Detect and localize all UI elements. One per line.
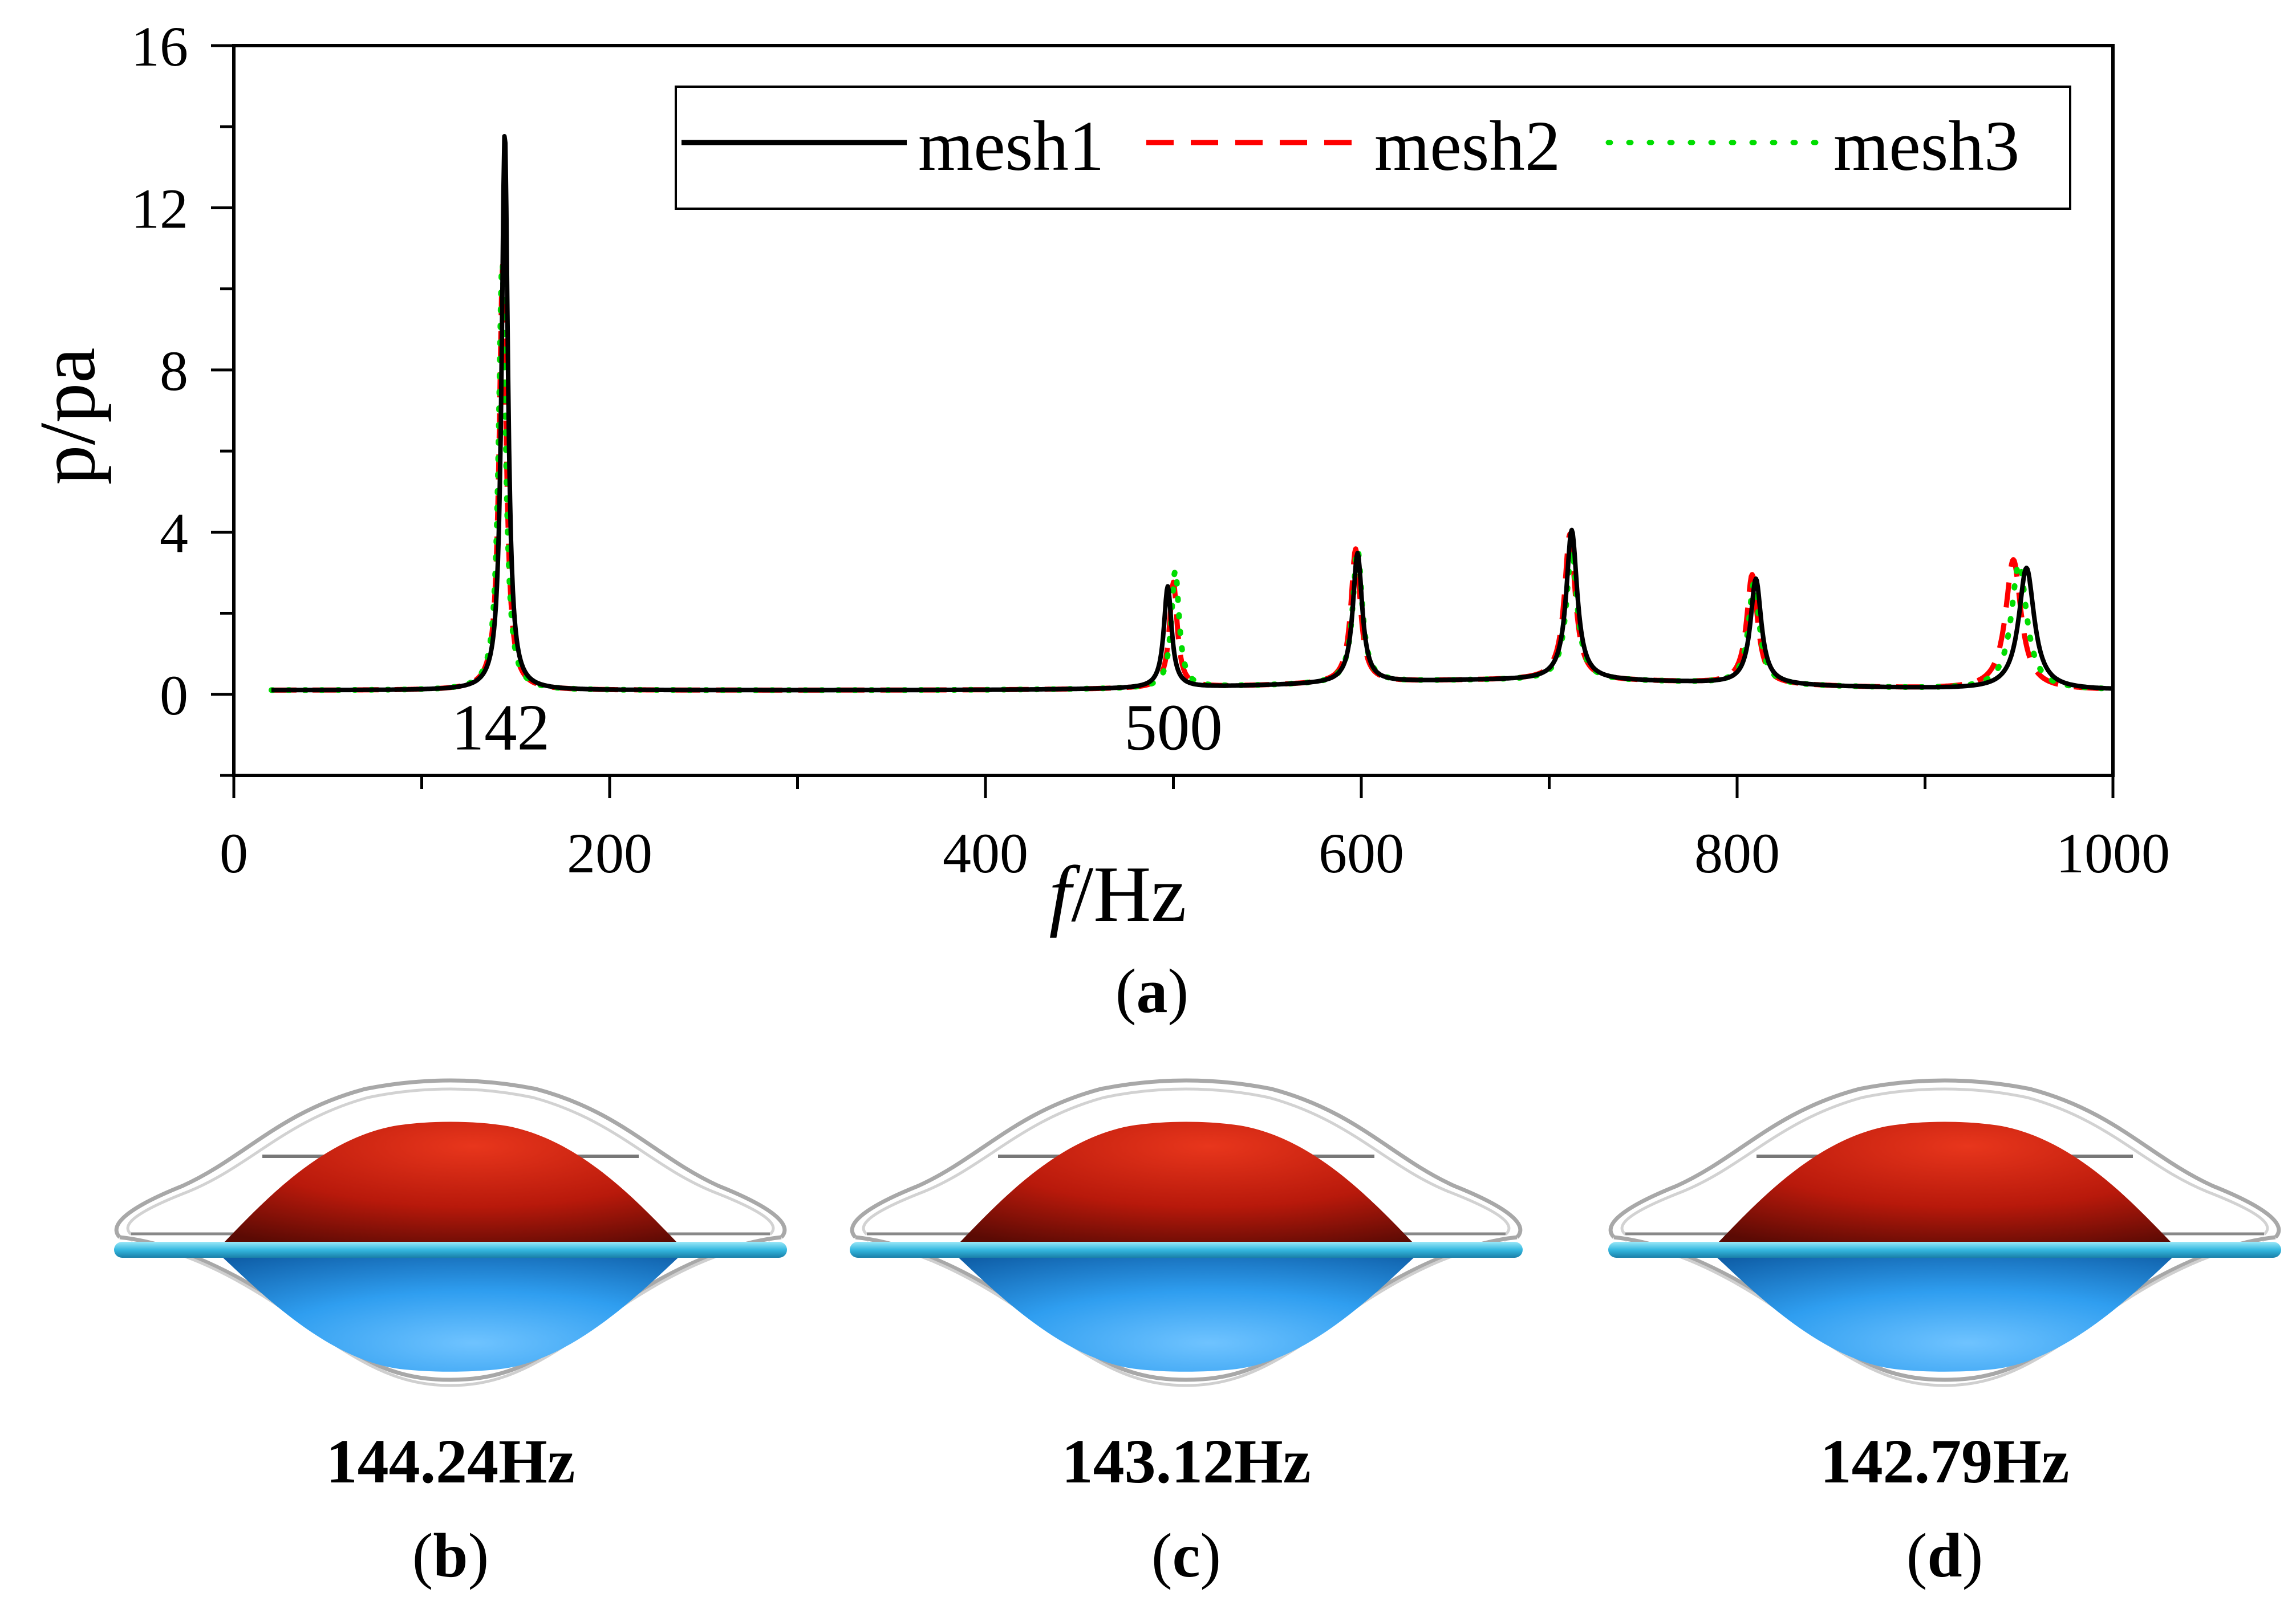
mode-shapes: 144.24Hz (b) 143.12Hz (c) bbox=[114, 1078, 2281, 1590]
caption-d: (d) bbox=[1906, 1521, 1983, 1590]
mode-shape-b: 144.24Hz (b) bbox=[114, 1078, 787, 1590]
blue-dome-c bbox=[958, 1257, 1414, 1372]
outline-upper-c bbox=[850, 1078, 1523, 1239]
outline-lower-inner-c bbox=[866, 1241, 1506, 1387]
freq-label-c: 143.12Hz bbox=[1062, 1427, 1311, 1496]
peak-annotation: 500 bbox=[1124, 692, 1223, 764]
legend-label-mesh3: mesh3 bbox=[1833, 107, 2019, 186]
x-tick-label: 400 bbox=[943, 822, 1028, 885]
caption-b-letter: b bbox=[433, 1521, 468, 1590]
series-line-mesh2 bbox=[270, 262, 2113, 693]
membrane-c bbox=[850, 1078, 1523, 1387]
outline-upper-inner-c bbox=[862, 1087, 1511, 1236]
caption-a-letter: a bbox=[1137, 956, 1168, 1026]
red-dome-d bbox=[1717, 1122, 2173, 1244]
ring-b bbox=[114, 1242, 787, 1258]
blue-dome-d bbox=[1717, 1257, 2173, 1372]
peak-annotation: 142 bbox=[452, 692, 550, 764]
y-tick-label: 8 bbox=[160, 339, 188, 403]
caption-b: (b) bbox=[412, 1521, 489, 1590]
freq-label-d: 142.79Hz bbox=[1820, 1427, 2070, 1496]
caption-d-letter: d bbox=[1927, 1521, 1962, 1590]
x-axis-title: f/Hz bbox=[1049, 850, 1186, 938]
ring-d bbox=[1608, 1242, 2281, 1258]
membrane-d bbox=[1608, 1078, 2281, 1387]
mode-shape-d: 142.79Hz (d) bbox=[1608, 1078, 2281, 1590]
blue-dome-b bbox=[222, 1257, 679, 1372]
annotations: 142 500 bbox=[452, 692, 1223, 764]
y-tick-label: 12 bbox=[131, 177, 188, 240]
x-tick-label: 1000 bbox=[2056, 822, 2170, 885]
caption-c: (c) bbox=[1151, 1521, 1221, 1590]
x-axis-title-unit: /Hz bbox=[1071, 850, 1186, 938]
x-tick-label: 0 bbox=[220, 822, 248, 885]
red-dome-c bbox=[958, 1122, 1414, 1244]
outline-upper-d bbox=[1608, 1078, 2281, 1239]
ring-c bbox=[850, 1242, 1523, 1258]
axis-ticks bbox=[211, 44, 2115, 798]
y-tick-label: 0 bbox=[160, 664, 188, 727]
y-tick-label: 16 bbox=[131, 15, 188, 78]
outline-upper-inner-d bbox=[1620, 1087, 2269, 1236]
legend: mesh1 mesh2 mesh3 bbox=[675, 86, 2071, 210]
outline-upper-b bbox=[114, 1078, 787, 1239]
legend-box bbox=[675, 86, 2071, 210]
series-line-mesh1 bbox=[270, 134, 2113, 693]
x-tick-label: 600 bbox=[1319, 822, 1404, 885]
x-tick-label: 800 bbox=[1694, 822, 1780, 885]
membrane-b bbox=[114, 1078, 787, 1387]
mode-shape-c: 143.12Hz (c) bbox=[850, 1078, 1523, 1590]
axis-tick-labels: 0 200 400 600 800 1000 0 4 8 12 16 bbox=[131, 15, 2170, 885]
caption-a: (a) bbox=[1115, 956, 1188, 1026]
legend-label-mesh2: mesh2 bbox=[1374, 107, 1560, 186]
freq-label-b: 144.24Hz bbox=[326, 1427, 575, 1496]
chart-panel: 0 200 400 600 800 1000 0 4 8 12 16 142 500 mesh1 me… bbox=[23, 15, 2170, 1026]
y-tick-label: 4 bbox=[160, 501, 188, 564]
outline-lower-inner-b bbox=[131, 1241, 770, 1387]
legend-label-mesh1: mesh1 bbox=[918, 107, 1104, 186]
y-axis-title: p/pa bbox=[23, 347, 112, 485]
outline-lower-inner-d bbox=[1625, 1241, 2265, 1387]
x-tick-label: 200 bbox=[567, 822, 652, 885]
series-group bbox=[268, 134, 2113, 693]
outline-upper-inner-b bbox=[126, 1087, 775, 1236]
caption-c-letter: c bbox=[1173, 1521, 1200, 1590]
red-dome-b bbox=[222, 1122, 679, 1244]
series-line-mesh3 bbox=[268, 261, 2113, 693]
